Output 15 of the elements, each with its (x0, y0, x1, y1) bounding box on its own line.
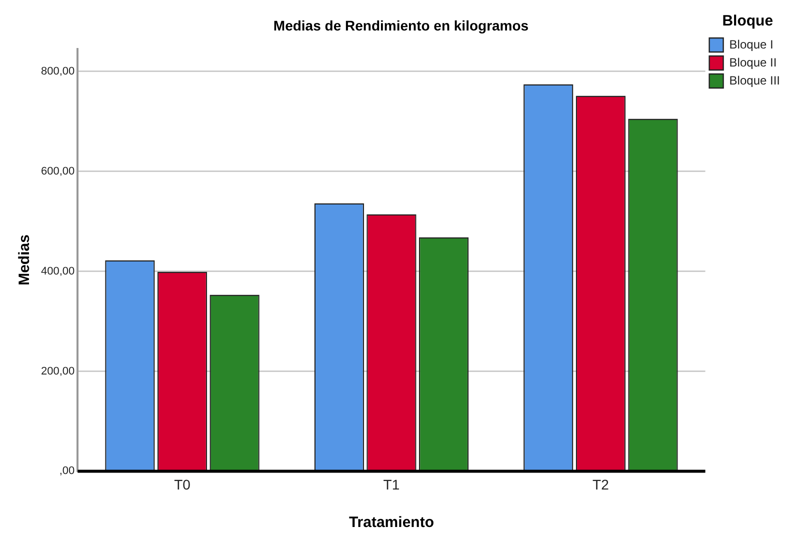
y-tick-label: 600,00 (40, 165, 75, 178)
x-tick-label: T1 (383, 476, 400, 492)
legend-label: Bloque III (729, 73, 780, 88)
legend-title: Bloque (722, 12, 774, 30)
y-tick-label: 200,00 (40, 365, 75, 378)
x-axis-title: Tratamiento (348, 514, 434, 532)
y-axis-title: Medias (16, 234, 34, 286)
legend-label: Bloque I (729, 37, 774, 52)
x-tick-label: T0 (174, 476, 191, 492)
y-tick-label: 800,00 (40, 65, 75, 78)
y-tick-label: 400,00 (40, 265, 75, 278)
chart-title: Medias de Rendimiento en kilogramos (273, 17, 529, 34)
legend-label: Bloque II (729, 55, 777, 70)
x-tick-label: T2 (592, 476, 610, 492)
y-tick-label: ,00 (59, 465, 75, 478)
